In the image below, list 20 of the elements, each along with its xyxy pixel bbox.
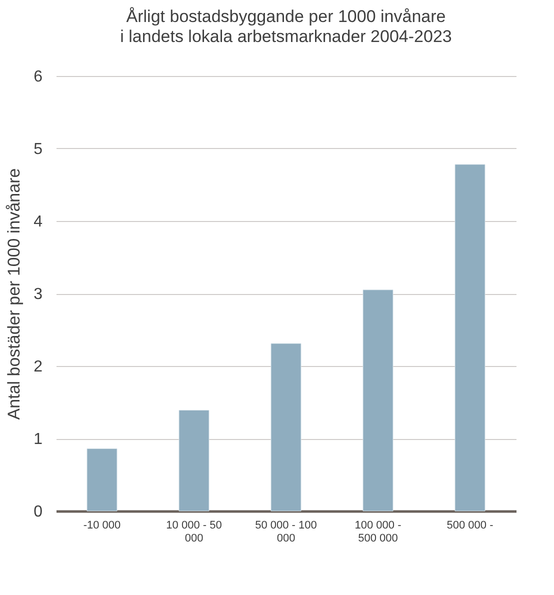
y-tick-label: 2: [34, 358, 43, 376]
y-tick-label: 1: [34, 431, 43, 448]
bar: [362, 290, 394, 512]
y-axis-title: Antal bostäder per 1000 invånare: [4, 168, 24, 420]
bar: [270, 343, 302, 512]
x-tick-label: 100 000 - 500 000: [354, 520, 402, 544]
bar: [86, 448, 118, 512]
y-tick-label: 4: [34, 214, 43, 230]
y-tick-label: 0: [34, 504, 43, 520]
x-tick-label: 10 000 - 50 000: [166, 520, 222, 544]
y-tick-label: 3: [34, 286, 43, 303]
y-tick-label: 6: [34, 68, 43, 86]
x-tick-label: 500 000 -: [446, 520, 494, 532]
x-tick-label: 50 000 - 100 000: [255, 520, 317, 544]
y-tick-label: 5: [34, 141, 43, 158]
chart-subtitle: i landets lokala arbetsmarknader 2004-2023: [120, 27, 452, 46]
bar: [178, 410, 210, 512]
x-tick-label: -10 000: [83, 520, 121, 532]
chart-title: Årligt bostadsbyggande per 1000 invånare: [126, 7, 446, 26]
bar: [454, 164, 486, 512]
